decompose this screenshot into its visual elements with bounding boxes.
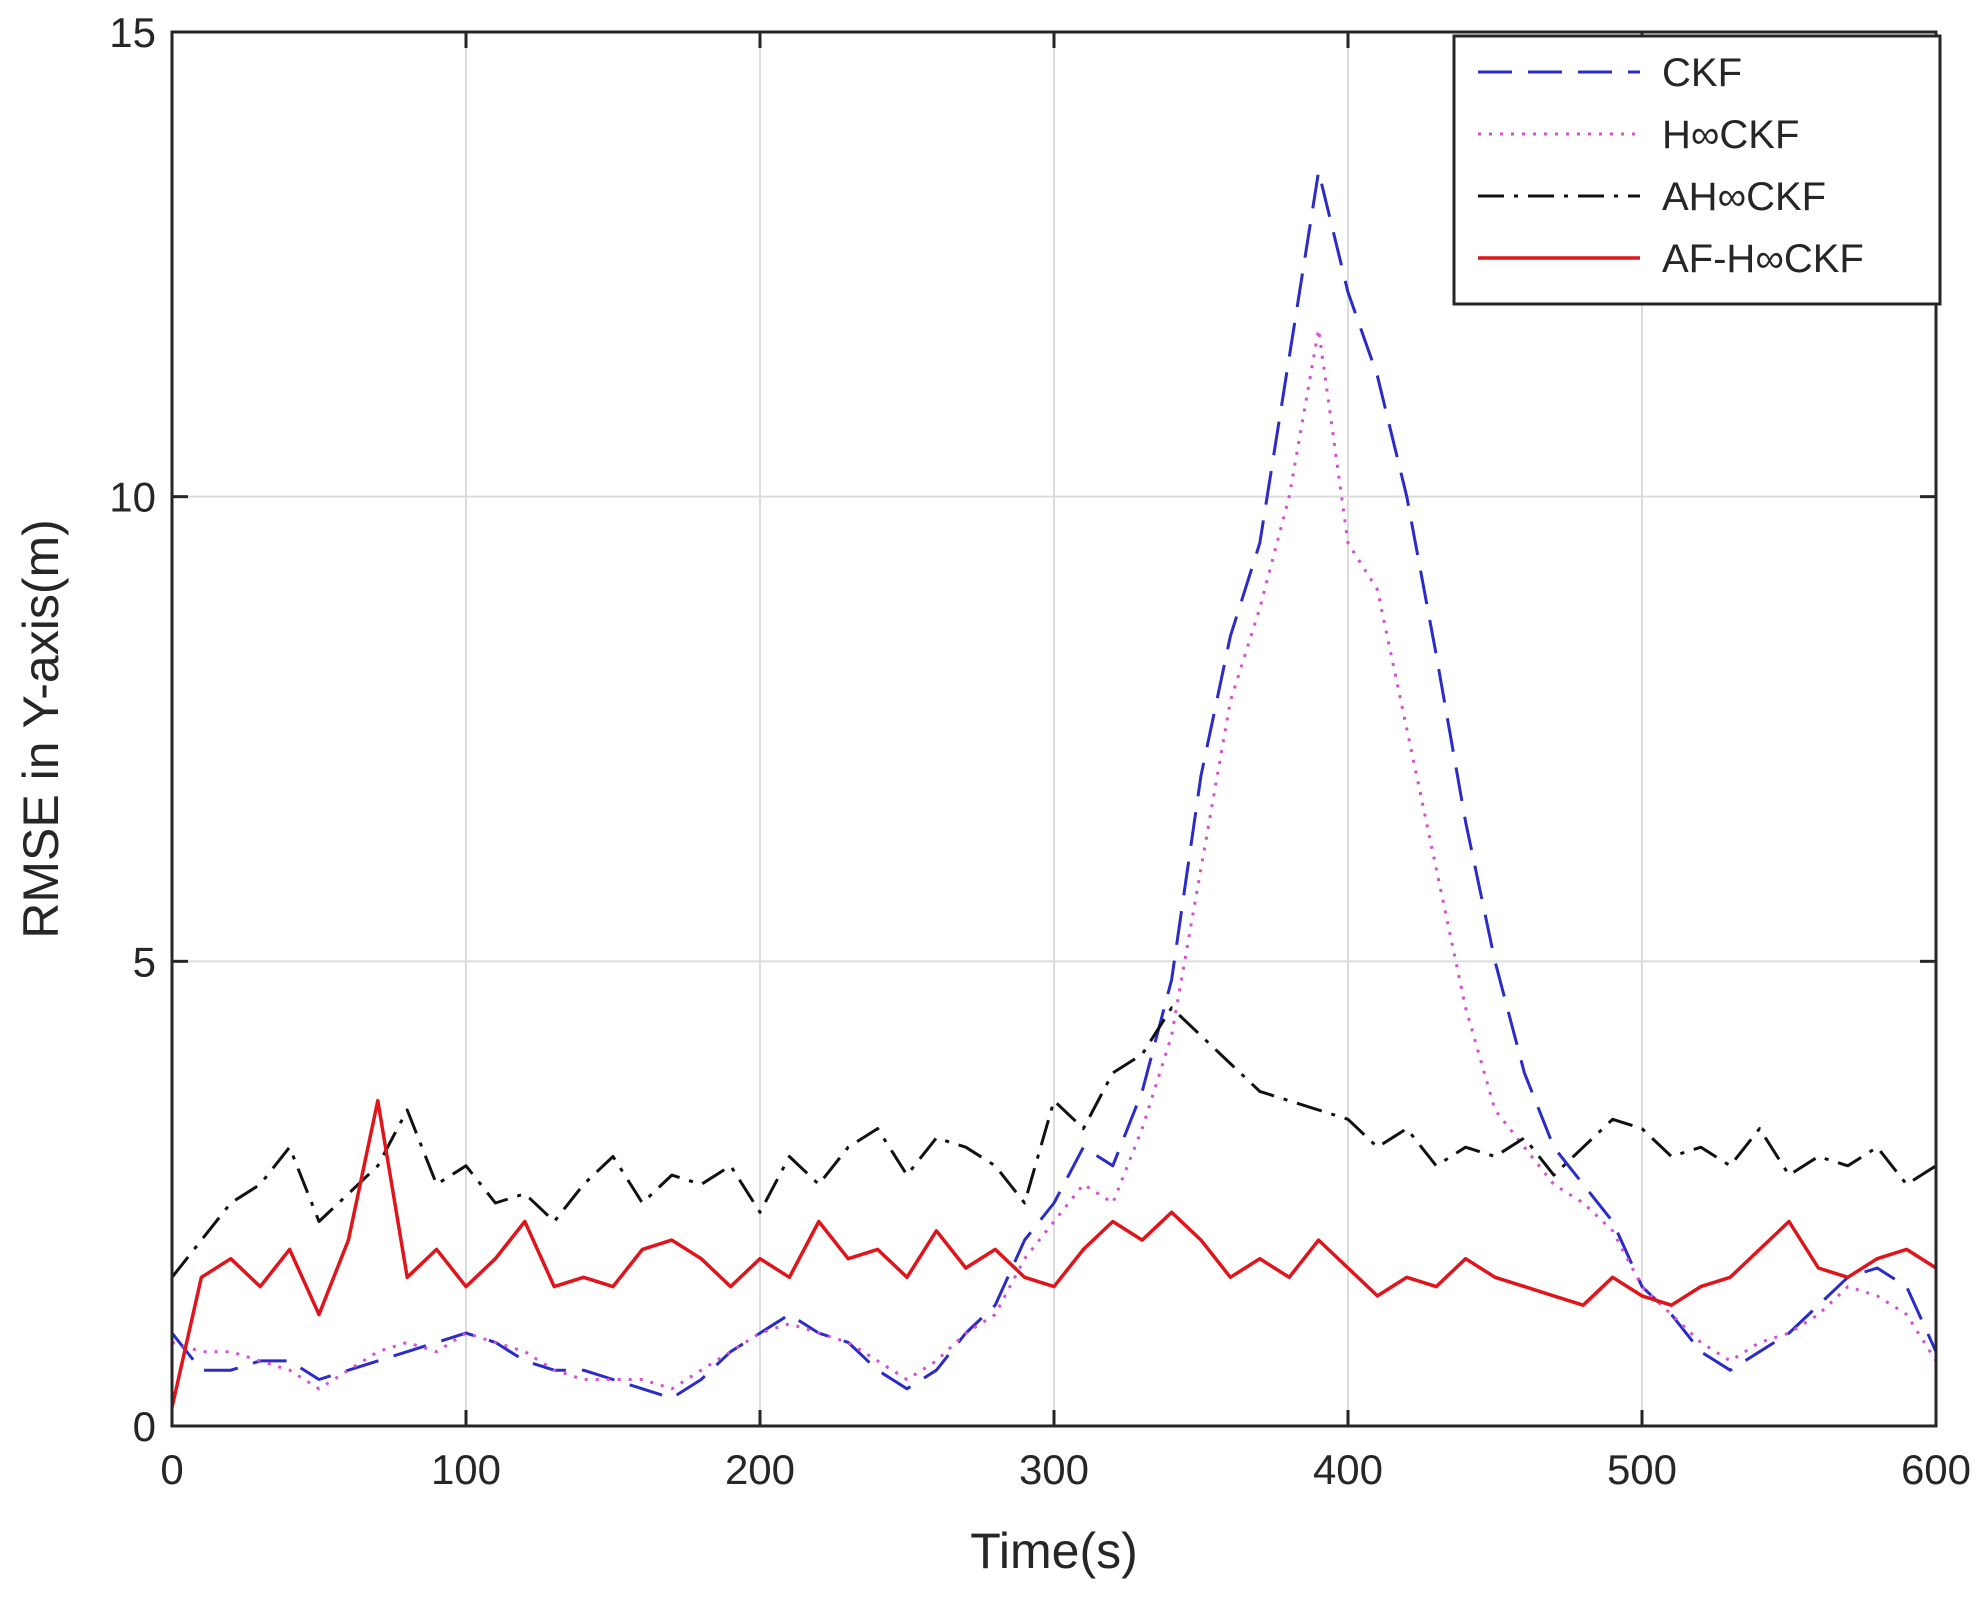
legend: CKF H∞CKF AH∞CKF AF-H∞CKF bbox=[1452, 34, 1942, 306]
y-tick-label: 5 bbox=[133, 938, 156, 985]
series-lines bbox=[170, 169, 1938, 1408]
legend-label-1: H∞CKF bbox=[1662, 113, 1799, 157]
legend-label-0: CKF bbox=[1662, 51, 1742, 95]
y-tick-label: 0 bbox=[133, 1403, 156, 1450]
y-axis-label: RMSE in Y-axis(m) bbox=[13, 519, 69, 939]
series-line-2 bbox=[170, 1006, 1937, 1279]
x-tick-label: 100 bbox=[431, 1446, 501, 1493]
x-axis-label: Time(s) bbox=[970, 1523, 1138, 1579]
x-tick-label: 600 bbox=[1901, 1446, 1971, 1493]
x-tick-label: 200 bbox=[725, 1446, 795, 1493]
y-tick-label: 15 bbox=[109, 9, 156, 56]
y-tick-label: 10 bbox=[109, 474, 156, 521]
axis-tick-labels: 0 100 200 300 400 500 600 0 5 10 15 bbox=[109, 9, 1971, 1493]
x-tick-label: 0 bbox=[160, 1446, 183, 1493]
legend-label-3: AF-H∞CKF bbox=[1662, 237, 1864, 281]
series-line-3 bbox=[170, 1098, 1937, 1408]
x-tick-label: 400 bbox=[1313, 1446, 1383, 1493]
legend-label-2: AH∞CKF bbox=[1662, 175, 1826, 219]
x-tick-label: 500 bbox=[1607, 1446, 1677, 1493]
series-line-0 bbox=[170, 169, 1938, 1400]
x-tick-label: 300 bbox=[1019, 1446, 1089, 1493]
